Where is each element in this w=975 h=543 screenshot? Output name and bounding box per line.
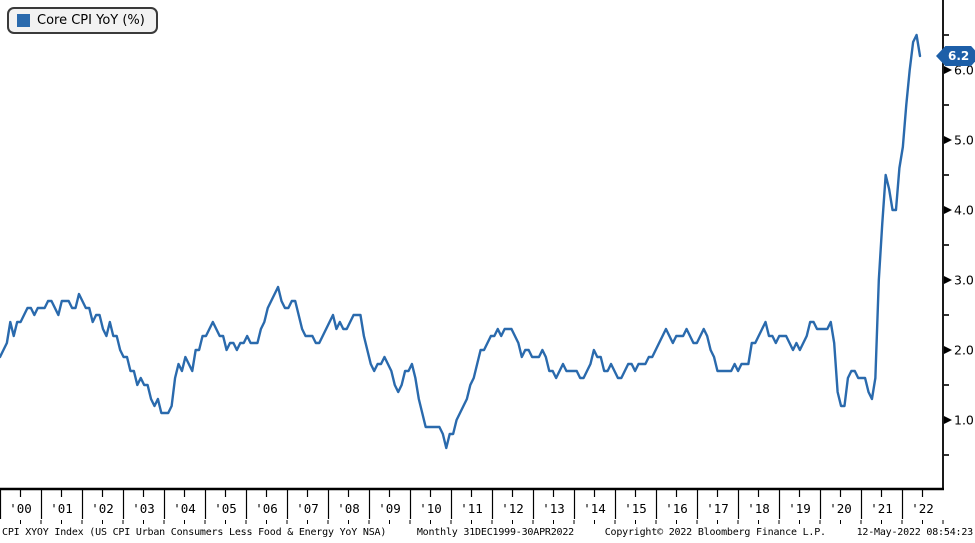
x-axis-year-label: '09 [378,501,401,516]
x-axis-year-label: '05 [214,501,237,516]
cpi-line-group [0,33,922,450]
y-axis-tick-label: 2.0 [954,343,974,358]
y-axis-tick-label: 6.0 [954,63,974,78]
x-axis-year-label: '17 [706,501,729,516]
x-axis-year-label: '12 [501,501,524,516]
x-axis-year-label: '11 [460,501,483,516]
x-axis-year-label: '16 [665,501,688,516]
x-axis-year-label: '06 [255,501,278,516]
x-axis-group: '00 '01 '02 '03 '04 '05 '06 '07 '08 '09 '10 '11 '12 '… [0,487,944,524]
legend[interactable]: Core CPI YoY (%) [7,7,158,34]
cpi-line-series [0,33,922,450]
footer: CPI XYOY Index (US CPI Urban Consumers L… [2,527,973,538]
y-axis-group: 1.0 2.0 3.0 4.0 5.0 6.0 [942,0,974,490]
x-axis-year-label: '02 [91,501,114,516]
x-axis-year-label: '14 [583,501,606,516]
footer-periodicity: Monthly 31DEC1999-30APR2022 [416,527,574,538]
x-axis-year-label: '15 [624,501,647,516]
last-value-tag: 6.2 [936,46,975,66]
footer-timestamp: 12-May-2022 08:54:23 [856,527,974,538]
y-axis-tick-arrow [944,276,952,284]
chart-svg[interactable]: 1.0 2.0 3.0 4.0 5.0 6.0 '00 '01 '02 '03 '04 '05 '06… [0,0,975,526]
y-axis-tick-label: 5.0 [954,133,974,148]
y-axis-tick-arrow [944,66,952,74]
x-axis-year-label: '22 [911,501,934,516]
x-axis-year-label: '00 [9,501,32,516]
series-color-swatch [17,14,30,27]
x-axis-year-label: '08 [337,501,360,516]
x-axis-year-label: '13 [542,501,565,516]
x-axis-year-label: '18 [747,501,770,516]
x-axis-year-label: '04 [173,501,196,516]
x-axis-year-label: '10 [419,501,442,516]
y-axis-tick-label: 3.0 [954,273,974,288]
y-axis-tick-arrow [944,346,952,354]
y-axis-tick-label: 4.0 [954,203,974,218]
y-axis-tick-label: 1.0 [954,413,974,428]
x-axis-year-label: '21 [870,501,893,516]
y-axis-tick-arrow [944,206,952,214]
x-axis-year-label: '01 [50,501,73,516]
x-axis-year-label: '07 [296,501,319,516]
x-axis-year-label: '19 [788,501,811,516]
footer-copyright: Copyright© 2022 Bloomberg Finance L.P. [604,527,826,538]
footer-instrument: CPI XYOY Index (US CPI Urban Consumers L… [2,527,387,538]
x-axis-year-label: '20 [829,501,852,516]
y-axis-tick-arrow [944,136,952,144]
y-axis-tick-arrow [944,416,952,424]
legend-label: Core CPI YoY (%) [37,13,145,28]
x-axis-year-label: '03 [132,501,155,516]
